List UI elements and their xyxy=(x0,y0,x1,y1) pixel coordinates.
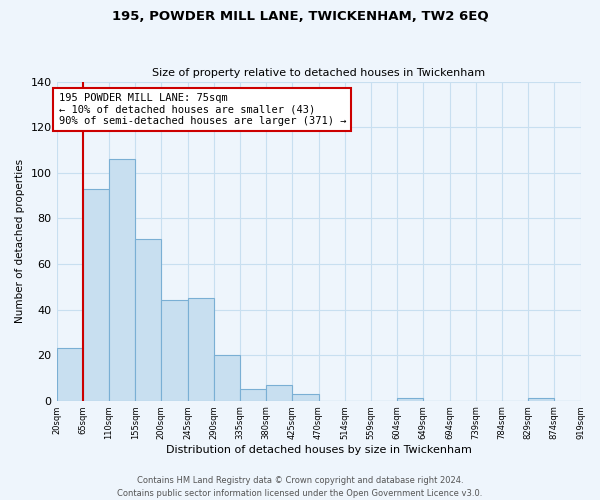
Bar xyxy=(161,300,188,400)
Bar xyxy=(135,239,161,400)
Bar xyxy=(109,159,135,400)
Bar xyxy=(266,385,292,400)
Bar xyxy=(188,298,214,400)
Title: Size of property relative to detached houses in Twickenham: Size of property relative to detached ho… xyxy=(152,68,485,78)
Bar xyxy=(292,394,319,400)
Bar xyxy=(240,390,266,400)
Bar xyxy=(83,188,109,400)
Bar xyxy=(528,398,554,400)
Bar xyxy=(214,355,240,401)
Y-axis label: Number of detached properties: Number of detached properties xyxy=(15,159,25,323)
Bar xyxy=(56,348,83,401)
Text: Contains HM Land Registry data © Crown copyright and database right 2024.
Contai: Contains HM Land Registry data © Crown c… xyxy=(118,476,482,498)
Text: 195, POWDER MILL LANE, TWICKENHAM, TW2 6EQ: 195, POWDER MILL LANE, TWICKENHAM, TW2 6… xyxy=(112,10,488,23)
Text: 195 POWDER MILL LANE: 75sqm
← 10% of detached houses are smaller (43)
90% of sem: 195 POWDER MILL LANE: 75sqm ← 10% of det… xyxy=(59,93,346,126)
X-axis label: Distribution of detached houses by size in Twickenham: Distribution of detached houses by size … xyxy=(166,445,472,455)
Bar xyxy=(397,398,424,400)
